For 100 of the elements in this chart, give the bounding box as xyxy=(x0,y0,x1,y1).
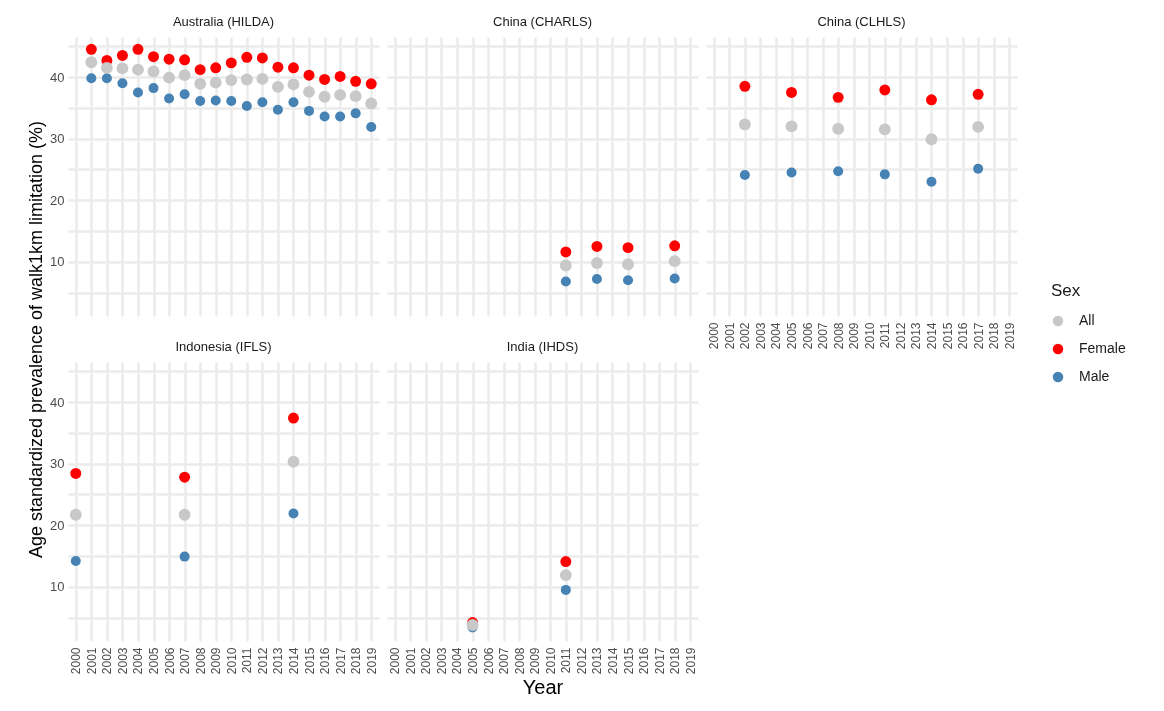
point xyxy=(85,56,98,69)
point xyxy=(350,108,361,119)
point xyxy=(241,100,252,111)
y-axis-title: Age standardized prevalence of walk1km limitation (%) xyxy=(26,120,47,559)
point xyxy=(257,97,268,108)
legend-title: Sex xyxy=(1051,281,1081,300)
x-tick-label: 2003 xyxy=(753,322,768,350)
point xyxy=(622,242,634,254)
x-tick-label: 2001 xyxy=(403,647,418,675)
point xyxy=(926,176,937,187)
point xyxy=(786,86,797,98)
point xyxy=(973,163,984,174)
x-tick-label: 2009 xyxy=(528,647,543,675)
point xyxy=(70,555,81,566)
point xyxy=(925,133,938,146)
x-tick-label: 2008 xyxy=(831,322,846,350)
x-tick-label: 2019 xyxy=(1002,322,1017,350)
x-tick-label: 2017 xyxy=(971,322,986,350)
x-tick-label: 2004 xyxy=(450,647,465,675)
x-tick-label: 2007 xyxy=(178,647,193,675)
x-tick-label: 2014 xyxy=(605,647,620,675)
y-tick-label: 10 xyxy=(50,254,65,270)
y-tick-label: 30 xyxy=(50,131,65,147)
x-tick-label: 2005 xyxy=(785,322,800,350)
x-tick-label: 2018 xyxy=(668,647,683,675)
point xyxy=(669,273,680,284)
point xyxy=(194,77,207,90)
x-tick-label: 2004 xyxy=(769,322,784,350)
x-tick-label: 2014 xyxy=(286,647,301,675)
chart-title: China (CHARLS) xyxy=(493,14,592,29)
x-tick-label: 2012 xyxy=(574,647,589,675)
x-tick-label: 2008 xyxy=(512,647,527,675)
x-tick-label: 2010 xyxy=(862,322,877,350)
x-tick-label: 2006 xyxy=(800,322,815,350)
point xyxy=(739,169,750,180)
chart-title: India (IHDS) xyxy=(506,339,579,354)
y-tick-label: 30 xyxy=(50,456,65,472)
x-tick-label: 2013 xyxy=(590,647,605,675)
point xyxy=(304,105,315,116)
point xyxy=(116,50,128,61)
point xyxy=(833,166,844,177)
x-tick-label: 2017 xyxy=(652,647,667,675)
point xyxy=(210,62,222,74)
point xyxy=(288,508,299,519)
point xyxy=(116,62,129,75)
point xyxy=(117,78,128,89)
x-tick-label: 2011 xyxy=(559,647,574,674)
point xyxy=(226,96,237,107)
point xyxy=(366,121,377,132)
chart-title: Australia (HILDA) xyxy=(172,14,275,29)
point xyxy=(100,61,113,74)
y-tick-label: 20 xyxy=(50,192,65,208)
point xyxy=(785,120,798,133)
x-tick-label: 2006 xyxy=(481,647,496,675)
point xyxy=(179,471,191,483)
x-axis-title: Year xyxy=(522,676,564,699)
x-tick-label: 2009 xyxy=(209,647,224,675)
x-tick-label: 2005 xyxy=(466,647,481,675)
point xyxy=(163,53,175,65)
x-tick-label: 2016 xyxy=(318,647,333,675)
point xyxy=(148,83,159,94)
x-tick-label: 2013 xyxy=(909,322,924,350)
point xyxy=(926,94,937,106)
x-tick-label: 2011 xyxy=(240,647,255,674)
point xyxy=(879,169,890,180)
point xyxy=(287,78,300,91)
x-tick-label: 2003 xyxy=(434,647,449,675)
y-tick-label: 40 xyxy=(50,69,65,85)
point xyxy=(256,52,268,64)
x-tick-label: 2011 xyxy=(878,322,893,349)
x-tick-label: 2012 xyxy=(255,647,270,675)
point xyxy=(738,118,751,131)
legend-label: Male xyxy=(1079,368,1110,384)
x-tick-label: 2019 xyxy=(364,647,379,675)
x-tick-label: 2002 xyxy=(100,647,115,675)
point xyxy=(303,69,315,81)
x-tick-label: 2018 xyxy=(987,322,1002,350)
point xyxy=(560,246,572,258)
point xyxy=(832,91,844,103)
chart-title: Indonesia (IFLS) xyxy=(175,339,272,354)
x-tick-label: 2000 xyxy=(388,647,403,675)
x-tick-label: 2016 xyxy=(637,647,652,675)
point xyxy=(147,65,160,78)
x-tick-label: 2017 xyxy=(333,647,348,675)
point xyxy=(559,569,572,581)
point xyxy=(178,508,191,521)
point xyxy=(318,90,331,103)
point xyxy=(195,96,206,107)
point xyxy=(225,57,237,69)
x-tick-label: 2013 xyxy=(271,647,286,675)
point xyxy=(178,69,191,82)
x-tick-label: 2002 xyxy=(419,647,434,675)
point xyxy=(319,74,331,85)
point xyxy=(179,89,190,100)
point xyxy=(288,62,299,74)
point xyxy=(669,240,681,252)
legend-label: Female xyxy=(1079,340,1126,356)
x-tick-label: 2003 xyxy=(115,647,130,675)
x-tick-label: 2007 xyxy=(816,322,831,350)
point xyxy=(832,122,845,135)
